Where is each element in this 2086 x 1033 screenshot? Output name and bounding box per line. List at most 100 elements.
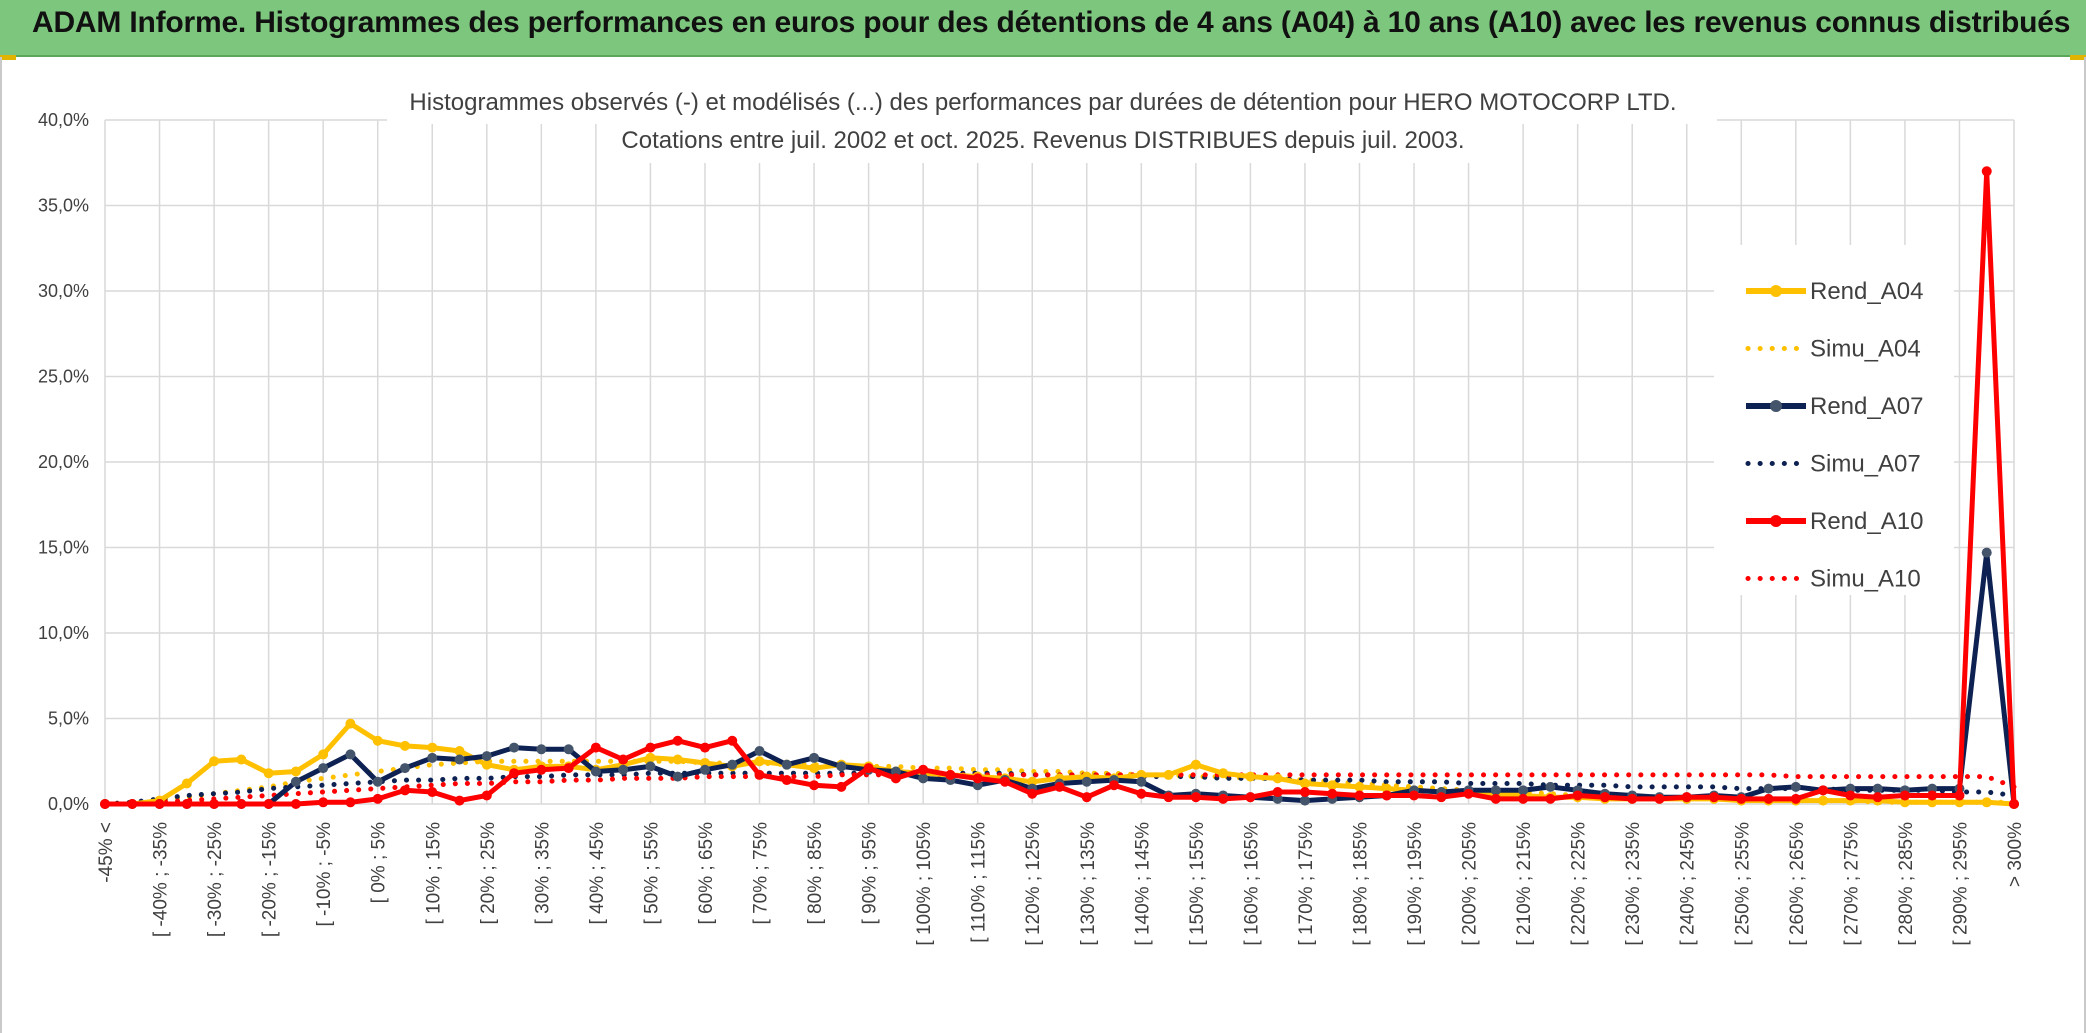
data-point-rend_a07 xyxy=(372,776,383,787)
data-point-rend_a07 xyxy=(1763,783,1774,794)
data-point-rend_a07 xyxy=(672,771,683,782)
legend: Rend_A04 Simu_A04 Rend_A07 Simu_A07 Rend_A10… xyxy=(1714,245,1954,595)
legend-label-simu_a10: Simu_A10 xyxy=(1810,566,1921,593)
data-point-rend_a07 xyxy=(699,764,710,775)
data-point-rend_a10 xyxy=(1572,790,1583,801)
y-tick-label: 25,0% xyxy=(38,367,89,387)
data-point-rend_a04 xyxy=(1136,769,1147,780)
x-tick-label: [ -30% ; -25% xyxy=(205,822,226,937)
x-tick-label: > 300% xyxy=(2005,822,2026,887)
data-point-rend_a10 xyxy=(1654,793,1665,804)
data-point-rend_a10 xyxy=(890,773,901,784)
x-tick-label: -45% < xyxy=(96,822,117,883)
x-tick-label: [ 70% ; 75% xyxy=(751,822,772,925)
data-point-rend_a10 xyxy=(918,764,929,775)
data-point-rend_a10 xyxy=(372,793,383,804)
data-point-rend_a04 xyxy=(290,766,301,777)
x-tick-label: [ 190% ; 195% xyxy=(1405,822,1426,946)
data-point-rend_a10 xyxy=(754,769,765,780)
title-background xyxy=(387,84,1717,124)
y-tick-label: 40,0% xyxy=(38,110,89,130)
data-point-rend_a10 xyxy=(1681,792,1692,803)
data-point-rend_a04 xyxy=(1218,768,1229,779)
x-tick-label: [ 250% ; 255% xyxy=(1732,822,1753,946)
data-point-rend_a10 xyxy=(1327,788,1338,799)
data-point-rend_a07 xyxy=(1845,783,1856,794)
data-point-rend_a10 xyxy=(1218,793,1229,804)
data-point-rend_a04 xyxy=(345,718,356,729)
data-point-rend_a07 xyxy=(290,776,301,787)
data-point-rend_a10 xyxy=(672,735,683,746)
y-tick-label: 35,0% xyxy=(38,196,89,216)
x-tick-label: [ -40% ; -35% xyxy=(151,822,172,937)
data-point-rend_a04 xyxy=(1899,797,1910,808)
x-tick-label: [ 150% ; 155% xyxy=(1187,822,1208,946)
data-point-rend_a10 xyxy=(1136,788,1147,799)
data-point-rend_a04 xyxy=(645,752,656,763)
data-point-rend_a10 xyxy=(345,797,356,808)
x-tick-label: [ 270% ; 275% xyxy=(1841,822,1862,946)
x-tick-label: [ -10% ; -5% xyxy=(314,822,335,927)
data-point-rend_a07 xyxy=(481,751,492,762)
x-tick-label: [ 240% ; 245% xyxy=(1678,822,1699,946)
data-point-rend_a04 xyxy=(809,763,820,774)
y-tick-label: 0,0% xyxy=(48,794,89,814)
x-tick-label: [ 290% ; 295% xyxy=(1950,822,1971,946)
data-point-rend_a07 xyxy=(454,754,465,765)
data-point-rend_a04 xyxy=(209,756,220,767)
data-point-rend_a04 xyxy=(399,740,410,751)
data-point-rend_a07 xyxy=(563,744,574,755)
data-point-rend_a10 xyxy=(481,790,492,801)
x-tick-label: [ 200% ; 205% xyxy=(1460,822,1481,946)
data-point-rend_a07 xyxy=(427,752,438,763)
data-point-rend_a10 xyxy=(1190,792,1201,803)
data-point-rend_a10 xyxy=(509,768,520,779)
header-banner: ADAM Informe. Histogrammes des performan… xyxy=(0,0,2086,57)
data-point-rend_a10 xyxy=(1736,793,1747,804)
chart-title: Histogrammes observés (-) et modélisés (… xyxy=(409,89,1676,116)
data-point-rend_a10 xyxy=(1545,793,1556,804)
data-point-rend_a10 xyxy=(1709,792,1720,803)
data-point-rend_a10 xyxy=(1245,792,1256,803)
subtitle-background xyxy=(600,123,1500,163)
data-point-rend_a10 xyxy=(1490,793,1501,804)
legend-background xyxy=(1714,245,1954,595)
data-point-rend_a10 xyxy=(2009,799,2019,809)
data-point-rend_a10 xyxy=(181,799,192,809)
data-point-rend_a04 xyxy=(1381,783,1392,794)
data-point-rend_a07 xyxy=(781,759,792,770)
x-tick-label: [ 280% ; 285% xyxy=(1896,822,1917,946)
data-point-rend_a10 xyxy=(290,799,301,809)
data-point-rend_a04 xyxy=(699,757,710,768)
data-point-rend_a10 xyxy=(1272,787,1283,798)
x-tick-label: [ 0% ; 5% xyxy=(369,822,390,903)
corner-mark-right xyxy=(2070,55,2086,60)
data-point-rend_a10 xyxy=(100,799,110,809)
x-tick-label: [ 110% ; 115% xyxy=(969,822,990,943)
data-point-rend_a10 xyxy=(1381,790,1392,801)
data-point-rend_a07 xyxy=(754,745,765,756)
data-point-rend_a07 xyxy=(1081,776,1092,787)
data-point-rend_a07 xyxy=(1790,781,1801,792)
data-point-rend_a10 xyxy=(1845,790,1856,801)
x-tick-label: [ 40% ; 45% xyxy=(587,822,608,925)
data-point-rend_a04 xyxy=(263,768,274,779)
data-point-rend_a10 xyxy=(1436,792,1447,803)
series-line-rend_a04 xyxy=(105,721,2015,807)
data-point-rend_a10 xyxy=(645,742,656,753)
data-point-rend_a04 xyxy=(1981,797,1992,808)
data-point-rend_a07 xyxy=(1872,783,1883,794)
x-tick-label: [ 140% ; 145% xyxy=(1132,822,1153,946)
data-point-rend_a07 xyxy=(1981,547,1992,558)
data-point-rend_a04 xyxy=(1927,797,1938,808)
legend-label-rend_a10: Rend_A10 xyxy=(1810,508,1923,535)
data-point-rend_a10 xyxy=(1409,790,1420,801)
x-tick-label: [ 170% ; 175% xyxy=(1296,822,1317,946)
data-point-rend_a10 xyxy=(1081,792,1092,803)
x-tick-label: [ 210% ; 215% xyxy=(1514,822,1535,946)
data-point-rend_a10 xyxy=(1109,780,1120,791)
x-axis: -45% < [ -40% ; -35% [ -30% ; -25% [ -20% ;… xyxy=(96,822,2026,946)
data-point-rend_a10 xyxy=(618,754,629,765)
x-tick-label: [ 100% ; 105% xyxy=(914,822,935,946)
data-point-rend_a07 xyxy=(1136,776,1147,787)
